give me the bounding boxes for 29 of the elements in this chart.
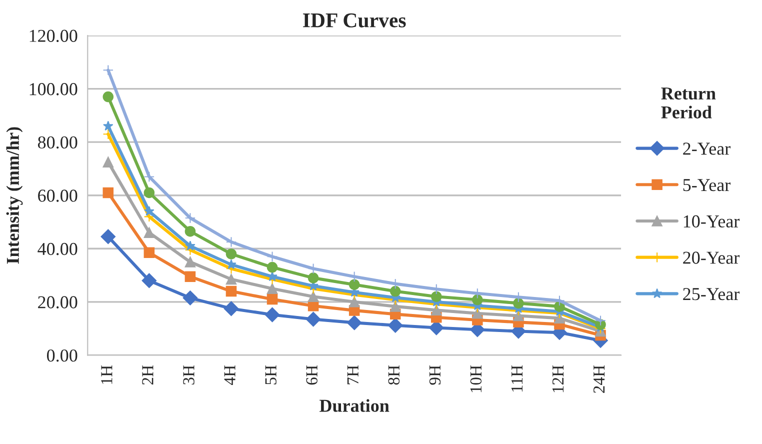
- x-tick-label: 4H: [224, 365, 236, 385]
- chart-title: IDF Curves: [303, 13, 406, 28]
- legend-title: Return Period: [661, 88, 716, 118]
- x-tick-label: 24H: [593, 365, 605, 393]
- x-tick-label: 12H: [552, 365, 564, 392]
- x-tick-label: 5H: [265, 365, 276, 384]
- x-tick-label: 8H: [388, 365, 400, 385]
- y-tick-label: 120.00: [30, 30, 78, 42]
- x-tick-label: 2H: [142, 365, 154, 385]
- x-tick-label: 6H: [306, 365, 318, 385]
- x-tick-label: 3H: [183, 365, 194, 384]
- x-tick-label: 10H: [470, 365, 482, 392]
- legend-label: 10-Year: [684, 215, 740, 228]
- y-tick-label: 60.00: [38, 190, 78, 202]
- legend-label: 5-Year: [683, 179, 730, 192]
- legend-label: 25-Year: [683, 288, 740, 300]
- x-tick-label: 11H: [511, 365, 522, 392]
- y-tick-label: 20.00: [38, 296, 78, 308]
- y-tick-label: 0.00: [47, 349, 78, 362]
- y-axis-title: Intensity (mm/hr): [6, 127, 23, 264]
- y-tick-label: 40.00: [38, 242, 78, 256]
- legend-label: 2-Year: [683, 142, 730, 155]
- y-tick-label: 100.00: [30, 83, 78, 96]
- x-axis-title: Duration: [320, 399, 390, 412]
- x-tick-label: 7H: [347, 365, 358, 384]
- x-tick-label: 9H: [429, 365, 441, 385]
- legend-label: 20-Year: [683, 252, 740, 264]
- x-tick-label: 1H: [101, 365, 112, 384]
- y-tick-label: 80.00: [38, 136, 78, 149]
